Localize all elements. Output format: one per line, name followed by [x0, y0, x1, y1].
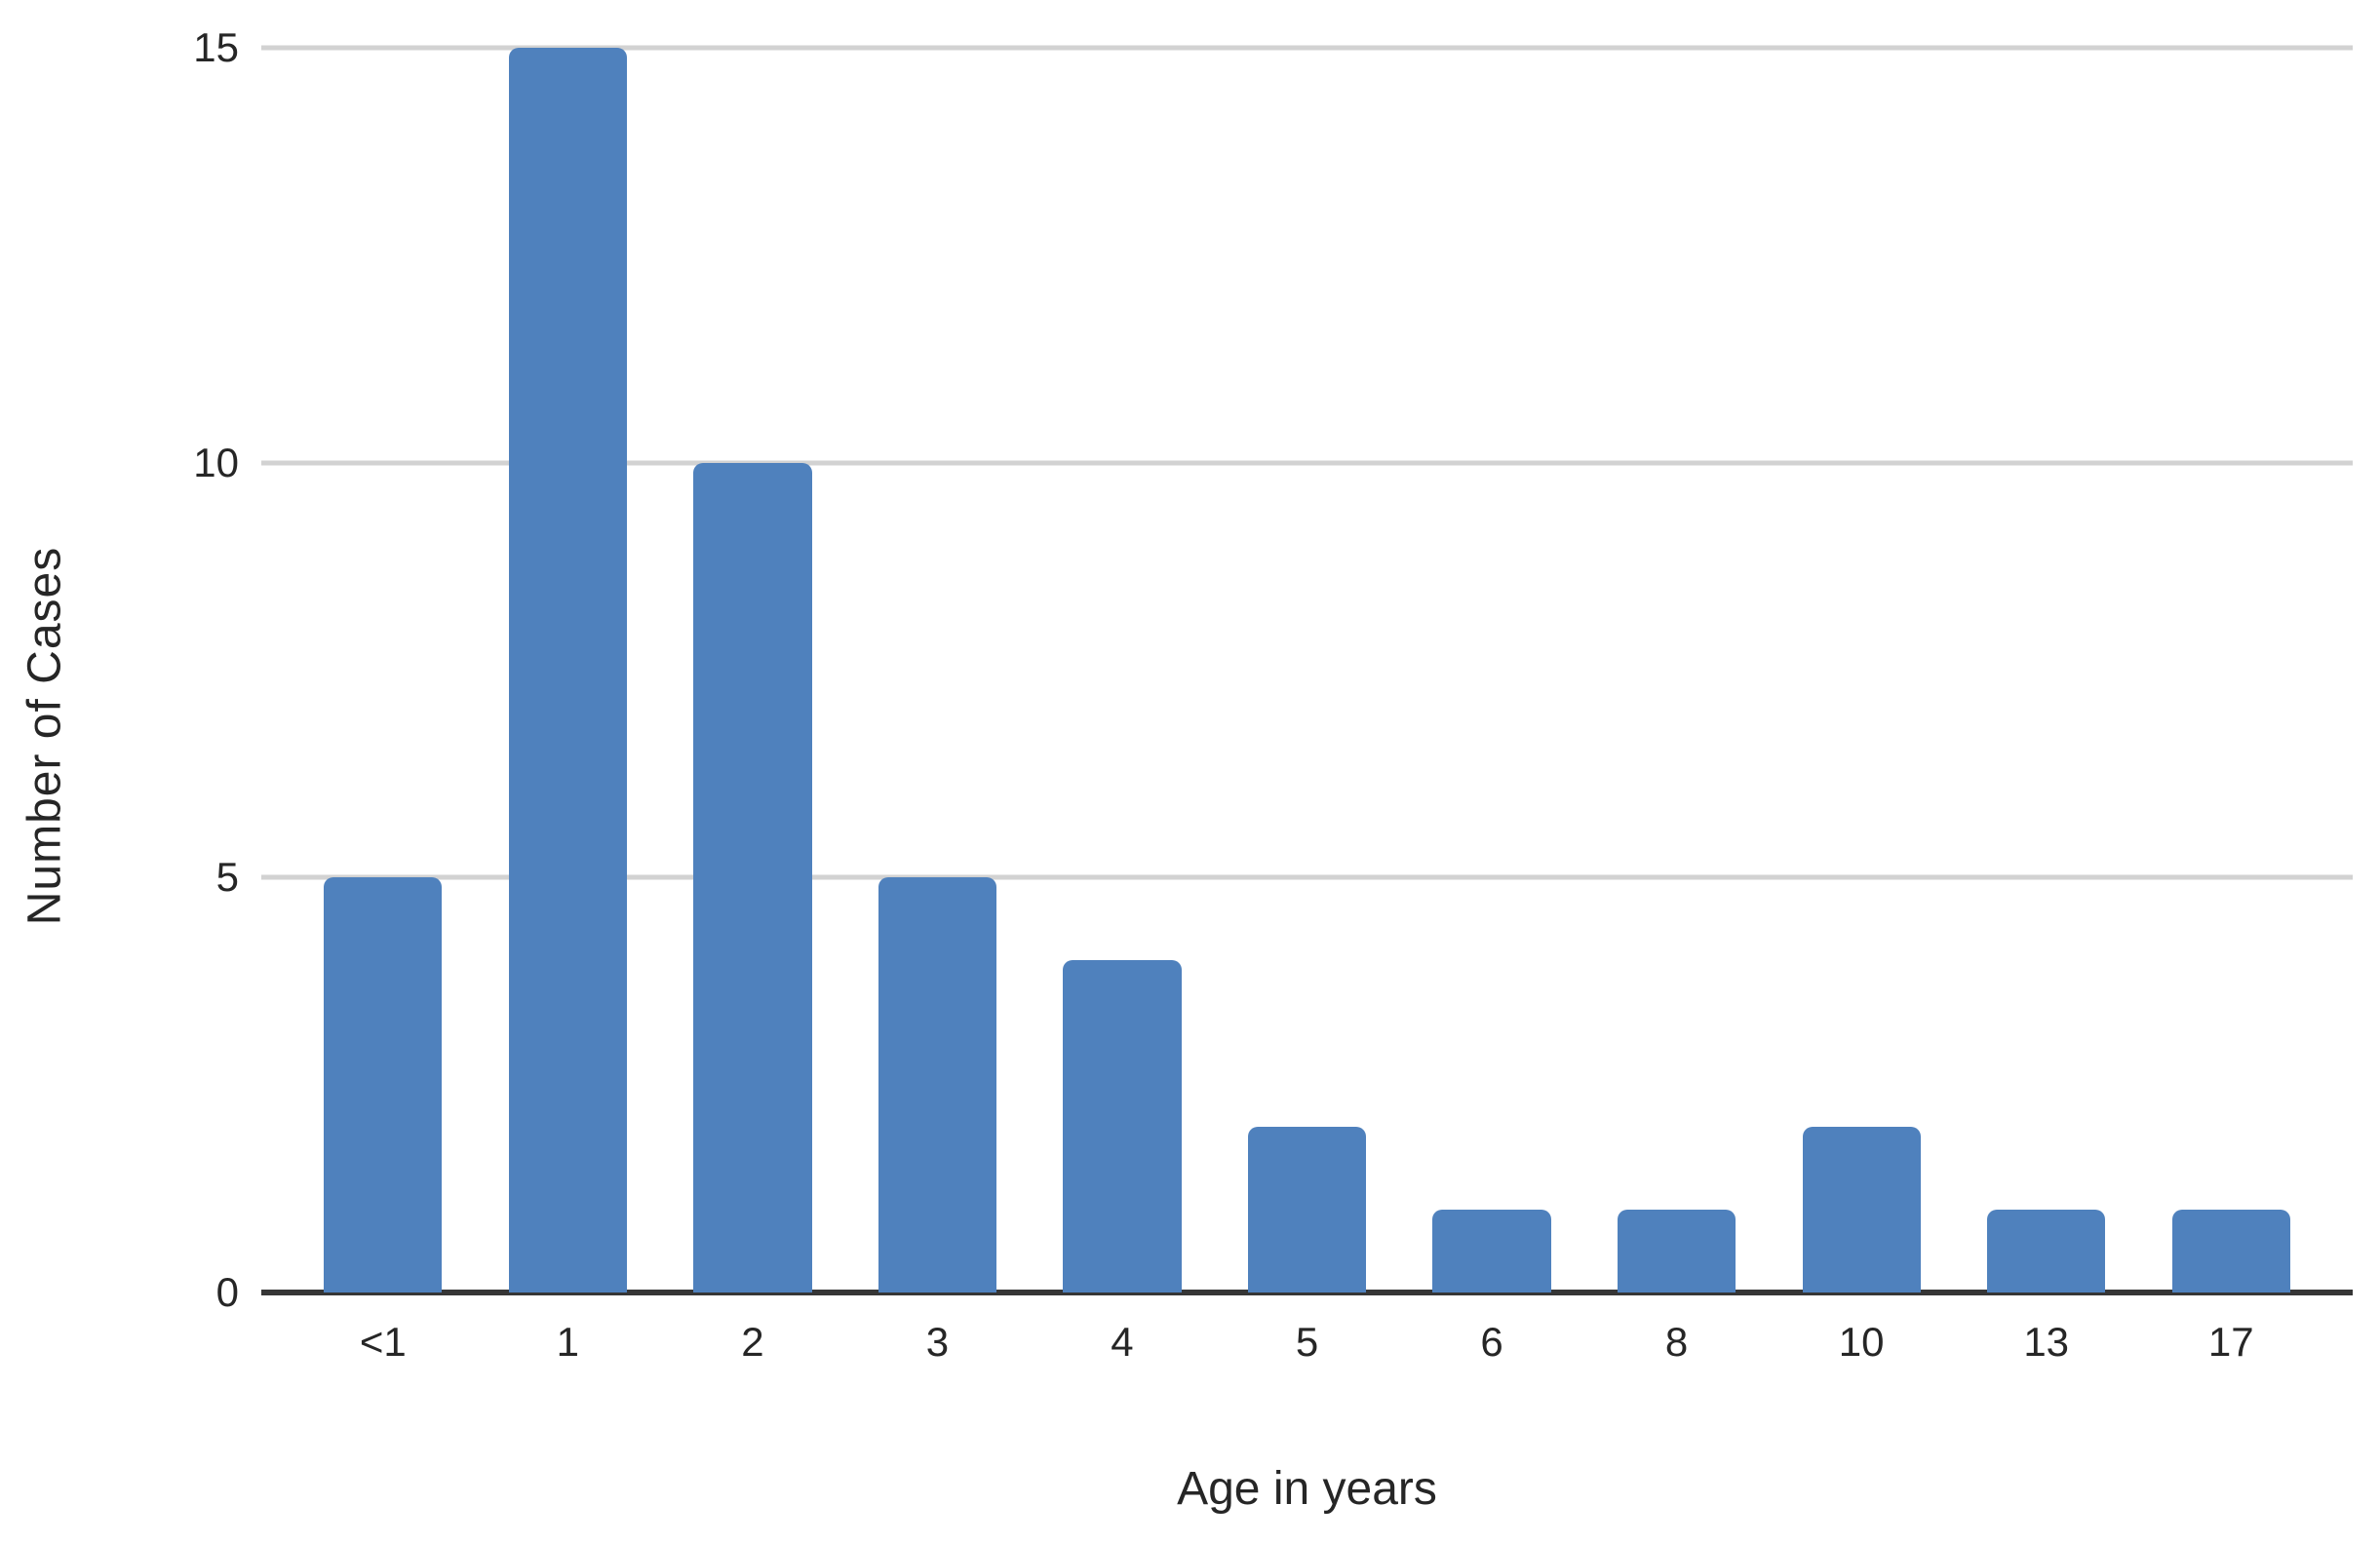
x-tick-label: 10 [1838, 1319, 1885, 1365]
x-axis-title: Age in years [1177, 1463, 1437, 1515]
x-axis-tick-labels: <1 1 2 3 4 5 6 8 10 13 17 [261, 1318, 2353, 1367]
bar [1617, 1209, 1736, 1292]
bar [1802, 1126, 1921, 1292]
gridline [261, 460, 2353, 466]
bar [2171, 1209, 2290, 1292]
y-tick-label: 0 [215, 1269, 239, 1315]
x-tick-label: 13 [2023, 1319, 2070, 1365]
x-tick-label: 5 [1295, 1319, 1319, 1365]
bar [1063, 960, 1182, 1292]
x-axis-line [261, 1290, 2353, 1295]
bar [508, 48, 627, 1292]
bar [1247, 1126, 1367, 1292]
y-tick-label: 10 [193, 439, 239, 485]
y-tick-label: 15 [193, 24, 239, 70]
bar-category [1584, 48, 1770, 1292]
plot-area [261, 45, 2353, 1295]
x-tick-label: 3 [925, 1319, 950, 1365]
x-tick-label: 6 [1480, 1319, 1503, 1365]
x-tick-label: 1 [556, 1319, 579, 1365]
bar-category [476, 48, 661, 1292]
bar [1432, 1209, 1551, 1292]
x-tick-label: 2 [741, 1319, 764, 1365]
y-tick-label: 5 [215, 854, 239, 901]
x-tick-label: 8 [1664, 1319, 1689, 1365]
gridline [261, 874, 2353, 880]
bar [1987, 1209, 2106, 1292]
bar-category [1030, 48, 1215, 1292]
bar-category [660, 48, 845, 1292]
bar-category [845, 48, 1031, 1292]
bar [693, 462, 812, 1292]
bar-series [261, 48, 2353, 1292]
x-tick-label: 17 [2207, 1319, 2254, 1365]
bar-category [291, 48, 476, 1292]
bar [878, 877, 997, 1292]
bar-category [1769, 48, 1954, 1292]
gridline [261, 45, 2353, 51]
y-axis-tick-labels: 15 10 5 0 [0, 27, 239, 1313]
x-tick-label: 4 [1111, 1319, 1134, 1365]
bar-category [1215, 48, 1400, 1292]
bar-category [1399, 48, 1584, 1292]
bar [324, 877, 443, 1292]
x-tick-label: <1 [359, 1319, 407, 1365]
bar-category [2138, 48, 2323, 1292]
bar-category [1954, 48, 2139, 1292]
